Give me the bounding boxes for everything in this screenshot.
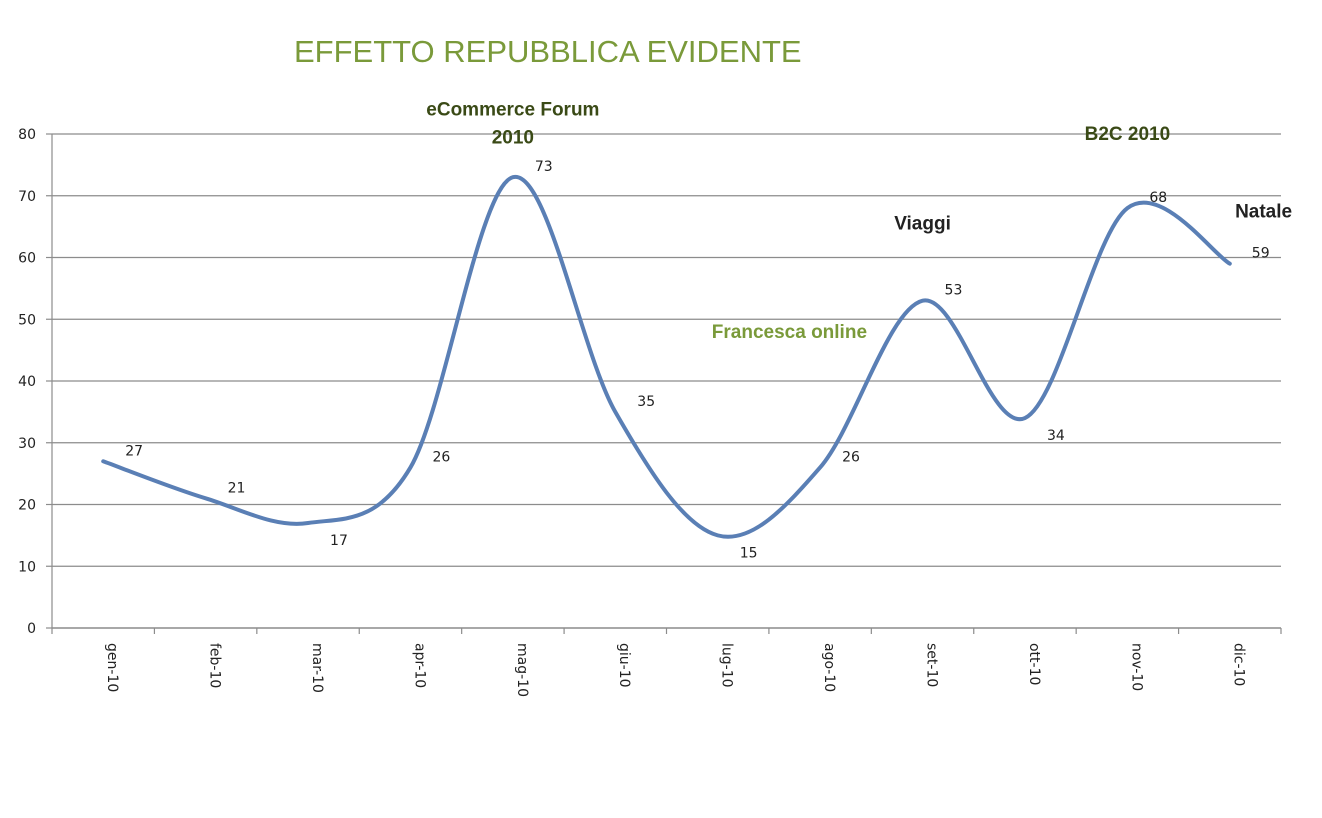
x-tick-label: gen-10 bbox=[104, 643, 120, 692]
x-tick-label: mar-10 bbox=[309, 643, 325, 693]
series-line bbox=[101, 175, 1232, 539]
x-tick-label: ago-10 bbox=[821, 643, 837, 692]
axes: 0 10 20 30 40 50 60 70 80 gen-10 feb-10 mar-10 apr-1… bbox=[18, 127, 1282, 697]
data-labels: 27 21 17 26 73 35 15 26 53 34 68 59 bbox=[125, 159, 1269, 561]
y-tick-label: 80 bbox=[18, 127, 36, 143]
annotation-label: B2C 2010 bbox=[1085, 124, 1171, 145]
data-label: 34 bbox=[1047, 428, 1065, 444]
y-tick-label: 60 bbox=[18, 251, 36, 267]
data-label: 15 bbox=[740, 545, 758, 561]
data-label: 35 bbox=[637, 394, 655, 410]
x-tick-label: feb-10 bbox=[207, 643, 223, 688]
y-tick-label: 40 bbox=[18, 374, 36, 390]
data-label: 73 bbox=[535, 159, 553, 175]
x-tick-label: giu-10 bbox=[616, 643, 632, 688]
x-tick-label: set-10 bbox=[923, 643, 939, 687]
series-line-path bbox=[101, 175, 1232, 539]
y-tick-label: 20 bbox=[18, 498, 36, 514]
x-tick-label: dic-10 bbox=[1231, 643, 1247, 686]
y-tick-label: 30 bbox=[18, 436, 36, 452]
data-label: 68 bbox=[1149, 190, 1167, 206]
data-label: 17 bbox=[330, 533, 348, 549]
annotations: eCommerce Forum 2010 Viaggi Francesca onlin… bbox=[426, 99, 1292, 342]
data-label: 26 bbox=[432, 449, 450, 465]
data-label: 53 bbox=[945, 283, 963, 299]
x-tick-label: mag-10 bbox=[514, 643, 530, 697]
y-tick-label: 10 bbox=[18, 559, 36, 575]
x-tick-label: lug-10 bbox=[719, 643, 735, 688]
data-label: 27 bbox=[125, 443, 143, 459]
annotation-label: eCommerce Forum bbox=[426, 99, 599, 120]
x-tick-label: apr-10 bbox=[411, 643, 427, 688]
annotation-label: Natale bbox=[1235, 201, 1292, 222]
y-tick-label: 70 bbox=[18, 189, 36, 205]
annotation-label: Viaggi bbox=[894, 214, 951, 235]
annotation-label: Francesca online bbox=[712, 322, 867, 343]
data-label: 59 bbox=[1252, 246, 1270, 262]
y-tick-label: 0 bbox=[27, 621, 36, 637]
data-label: 26 bbox=[842, 449, 860, 465]
x-tick-label: nov-10 bbox=[1128, 643, 1144, 691]
annotation-label: 2010 bbox=[492, 127, 534, 148]
y-tick-label: 50 bbox=[18, 312, 36, 328]
grid-lines bbox=[52, 133, 1281, 567]
x-tick-label: ott-10 bbox=[1026, 643, 1042, 685]
chart-title: EFFETTO REPUBBLICA EVIDENTE bbox=[294, 34, 802, 69]
data-label: 21 bbox=[228, 480, 246, 496]
